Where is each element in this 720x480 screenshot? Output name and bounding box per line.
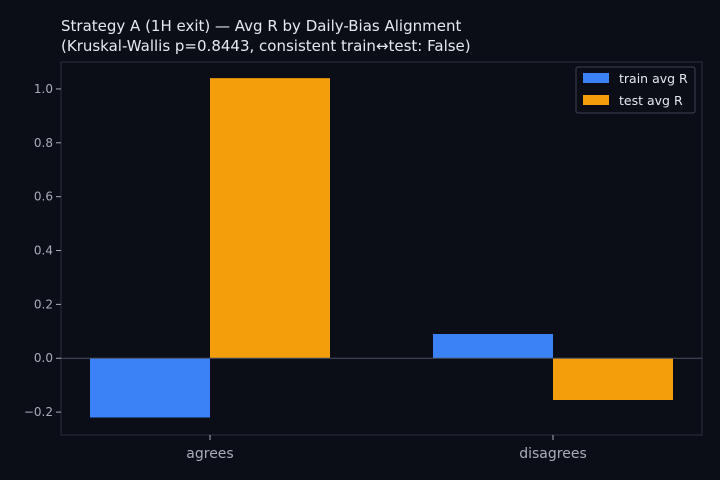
y-tick-label: −0.2 bbox=[24, 405, 53, 419]
bar-train-disagrees bbox=[433, 334, 553, 359]
y-tick-label: 0.2 bbox=[34, 297, 53, 311]
y-axis: −0.2 0.0 0.2 0.4 0.6 0.8 1.0 bbox=[24, 82, 61, 419]
bar-test-agrees bbox=[210, 78, 330, 359]
legend: train avg R test avg R bbox=[575, 66, 696, 114]
bar-train-agrees bbox=[90, 358, 210, 418]
y-tick-label: 0.6 bbox=[34, 190, 53, 204]
chart-title-line2: (Kruskal-Wallis p=0.8443, consistent tra… bbox=[61, 37, 471, 55]
chart-title-line1: Strategy A (1H exit) — Avg R by Daily-Bi… bbox=[61, 17, 461, 35]
legend-label-train: train avg R bbox=[619, 71, 688, 86]
y-tick-label: 1.0 bbox=[34, 82, 53, 96]
y-tick-label: 0.4 bbox=[34, 244, 53, 258]
x-tick-label-agrees: agrees bbox=[186, 446, 233, 462]
y-tick-label: 0.8 bbox=[34, 136, 53, 150]
bars bbox=[90, 78, 673, 418]
x-axis: agrees disagrees bbox=[186, 435, 587, 462]
legend-swatch-test bbox=[583, 95, 609, 105]
x-tick-label-disagrees: disagrees bbox=[519, 446, 587, 462]
legend-swatch-train bbox=[583, 73, 609, 83]
bar-test-disagrees bbox=[553, 358, 673, 400]
y-tick-label: 0.0 bbox=[34, 351, 53, 365]
plot-frame bbox=[60, 61, 703, 436]
legend-label-test: test avg R bbox=[619, 93, 683, 108]
